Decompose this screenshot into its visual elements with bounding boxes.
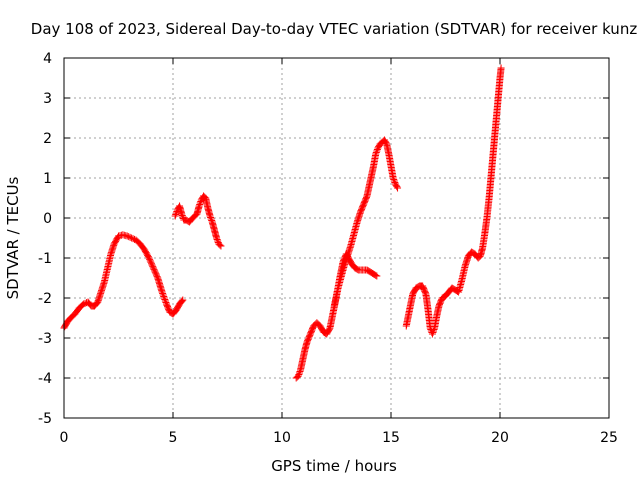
y-tick-label: 2 bbox=[43, 131, 52, 147]
data-point bbox=[429, 329, 437, 336]
data-point bbox=[372, 271, 380, 279]
data-point bbox=[214, 237, 222, 245]
data-point bbox=[207, 214, 215, 221]
data-point bbox=[393, 183, 401, 191]
data-point bbox=[430, 327, 438, 335]
data-point bbox=[147, 258, 155, 266]
data-point bbox=[158, 288, 166, 296]
data-point bbox=[207, 215, 215, 223]
data-point bbox=[145, 254, 153, 262]
x-axis-label: GPS time / hours bbox=[271, 457, 397, 475]
data-point bbox=[150, 265, 158, 273]
data-point bbox=[196, 201, 204, 208]
data-point bbox=[213, 234, 221, 242]
data-point bbox=[146, 255, 154, 263]
data-point bbox=[178, 210, 186, 218]
data-point bbox=[372, 149, 380, 156]
data-point bbox=[217, 242, 225, 250]
y-tick-label: 3 bbox=[43, 91, 52, 107]
data-point bbox=[294, 372, 302, 380]
data-point bbox=[172, 211, 180, 218]
data-point bbox=[128, 234, 136, 242]
x-tick-label: 20 bbox=[491, 430, 509, 446]
data-point bbox=[178, 297, 186, 305]
data-point bbox=[428, 330, 436, 338]
data-point bbox=[159, 291, 167, 299]
axis-ticks: 0 5 10 15 20 25 -5 -4 -3 -2 -1 0 1 2 3 4 bbox=[38, 51, 618, 446]
data-point bbox=[161, 297, 169, 305]
grid-lines bbox=[64, 58, 609, 418]
y-tick-label: 1 bbox=[43, 171, 52, 187]
data-point bbox=[196, 199, 204, 207]
y-tick-label: -3 bbox=[38, 331, 52, 347]
data-point bbox=[152, 270, 160, 278]
data-point bbox=[126, 233, 134, 241]
y-tick-label: 4 bbox=[43, 51, 52, 67]
y-tick-label: -5 bbox=[38, 411, 52, 427]
x-tick-label: 5 bbox=[169, 430, 178, 446]
data-point bbox=[213, 236, 221, 243]
data-point bbox=[206, 212, 214, 220]
data-point bbox=[160, 293, 168, 300]
data-point bbox=[125, 233, 133, 241]
data-point bbox=[373, 147, 381, 155]
data-point bbox=[129, 235, 137, 243]
data-point bbox=[394, 184, 402, 192]
data-point bbox=[161, 296, 169, 303]
data-points bbox=[60, 64, 505, 382]
data-point bbox=[151, 268, 159, 276]
data-point bbox=[152, 271, 160, 279]
y-tick-label: -2 bbox=[38, 291, 52, 307]
data-point bbox=[216, 241, 224, 249]
y-tick-label: -1 bbox=[38, 251, 52, 267]
data-point bbox=[497, 64, 505, 72]
y-axis-label: SDTVAR / TECUs bbox=[4, 176, 22, 299]
data-point bbox=[195, 202, 203, 210]
y-tick-label: -4 bbox=[38, 371, 52, 387]
data-point bbox=[390, 177, 398, 185]
data-point bbox=[146, 257, 154, 265]
data-point bbox=[295, 369, 303, 377]
data-point bbox=[151, 267, 159, 275]
data-point bbox=[390, 176, 398, 183]
data-point bbox=[178, 212, 186, 219]
data-point bbox=[171, 212, 179, 220]
data-point bbox=[179, 296, 187, 304]
x-tick-label: 0 bbox=[60, 430, 69, 446]
x-tick-label: 15 bbox=[382, 430, 400, 446]
data-point bbox=[149, 264, 157, 272]
data-point bbox=[148, 261, 156, 269]
plot-frame bbox=[63, 57, 610, 419]
y-tick-label: 0 bbox=[43, 211, 52, 227]
data-point bbox=[123, 232, 131, 240]
data-point bbox=[389, 174, 397, 182]
data-point bbox=[373, 272, 381, 280]
data-point bbox=[160, 294, 168, 302]
data-point bbox=[430, 326, 438, 333]
x-tick-label: 10 bbox=[273, 430, 291, 446]
chart-title: Day 108 of 2023, Sidereal Day-to-day VTE… bbox=[31, 20, 638, 38]
data-point bbox=[148, 260, 156, 268]
data-point bbox=[149, 263, 157, 271]
data-point bbox=[372, 150, 380, 158]
data-point bbox=[296, 368, 304, 375]
data-point bbox=[295, 371, 303, 378]
x-tick-label: 25 bbox=[600, 430, 618, 446]
data-point bbox=[159, 290, 167, 297]
data-point bbox=[80, 300, 88, 308]
